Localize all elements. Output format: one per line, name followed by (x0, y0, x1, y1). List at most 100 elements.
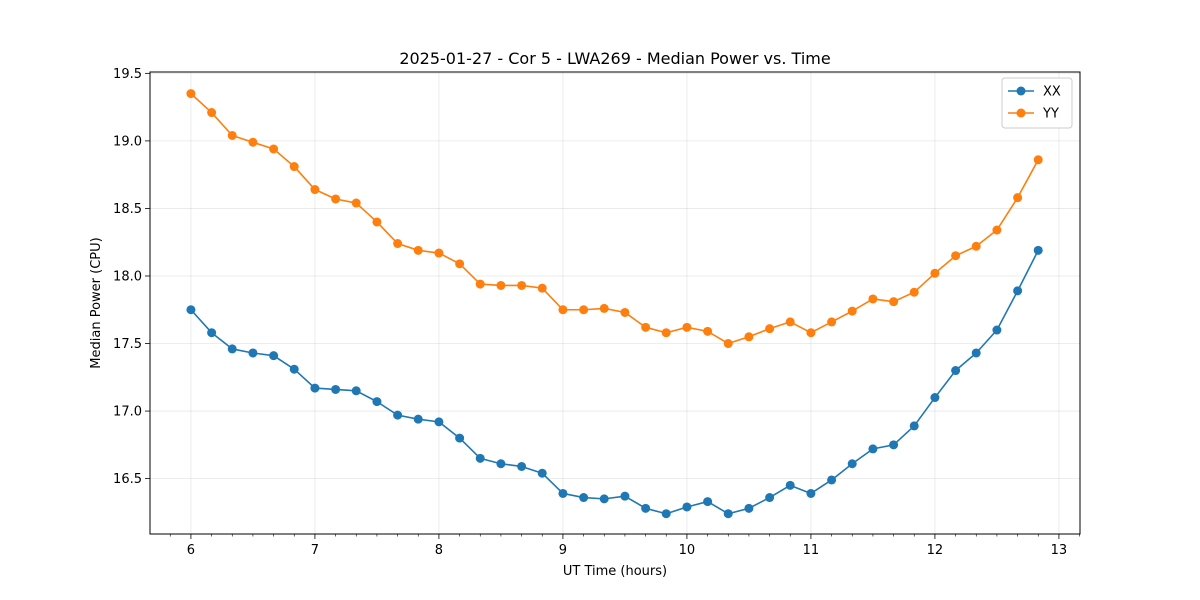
data-point-xx (682, 502, 692, 512)
data-point-yy (579, 305, 589, 315)
x-tick-label: 13 (1051, 543, 1068, 558)
data-point-xx (971, 348, 981, 358)
data-point-yy (889, 297, 899, 307)
data-point-yy (806, 328, 816, 338)
data-point-xx (930, 393, 940, 403)
x-tick-label: 10 (679, 543, 696, 558)
plot-series (186, 89, 1043, 519)
data-point-xx (868, 444, 878, 454)
legend: XX YY (1001, 77, 1073, 129)
x-axis-title: UT Time (hours) (563, 564, 667, 579)
data-point-yy (413, 245, 423, 255)
data-point-xx (889, 440, 899, 450)
data-point-yy (186, 89, 196, 99)
axis-ticks: 6 7 8 9 10 11 12 13 16.5 17.0 17.5 18.0 18.5 19.0 19.5 (113, 67, 1080, 558)
data-point-xx (827, 475, 837, 485)
data-point-xx (703, 497, 713, 507)
plot-frame (149, 71, 1081, 535)
data-point-xx (785, 480, 795, 490)
data-point-yy (496, 280, 506, 290)
data-point-xx (1033, 245, 1043, 255)
data-point-xx (331, 384, 341, 394)
data-point-xx (269, 351, 279, 361)
data-point-xx (641, 503, 651, 513)
data-point-xx (661, 509, 671, 519)
data-point-yy (372, 217, 382, 227)
data-point-xx (951, 366, 961, 376)
data-point-yy (641, 322, 651, 332)
data-point-yy (248, 137, 258, 147)
y-axis-title: Median Power (CPU) (89, 237, 104, 368)
data-point-xx (847, 459, 857, 469)
data-point-yy (951, 251, 961, 261)
series-yy (186, 89, 1043, 349)
series-xx (186, 245, 1043, 519)
data-point-yy (930, 268, 940, 278)
data-point-yy (1033, 155, 1043, 165)
legend-marker-yy (1016, 108, 1026, 118)
data-point-xx (537, 468, 547, 478)
data-point-yy (661, 328, 671, 338)
data-point-yy (1013, 193, 1023, 203)
data-point-yy (827, 317, 837, 327)
data-point-yy (703, 326, 713, 336)
data-point-yy (289, 162, 299, 172)
data-point-yy (455, 259, 465, 269)
legend-marker-xx (1016, 86, 1026, 96)
data-point-yy (847, 306, 857, 316)
data-point-yy (331, 194, 341, 204)
y-tick-label: 17.0 (113, 405, 142, 420)
x-tick-label: 7 (311, 543, 319, 558)
data-point-yy (682, 322, 692, 332)
data-point-xx (413, 414, 423, 424)
data-point-yy (393, 239, 403, 249)
data-point-xx (186, 305, 196, 315)
y-tick-label: 16.5 (113, 472, 142, 487)
data-point-yy (599, 303, 609, 313)
data-point-xx (1013, 286, 1023, 296)
x-tick-label: 11 (803, 543, 820, 558)
data-point-yy (517, 280, 527, 290)
data-point-xx (909, 421, 919, 431)
chart-title: 2025-01-27 - Cor 5 - LWA269 - Median Pow… (399, 49, 830, 68)
data-point-yy (558, 305, 568, 315)
data-point-yy (269, 144, 279, 154)
data-point-yy (434, 248, 444, 258)
data-point-yy (475, 279, 485, 289)
data-point-xx (599, 494, 609, 504)
data-point-yy (868, 294, 878, 304)
data-point-xx (558, 488, 568, 498)
data-point-xx (992, 325, 1002, 335)
data-point-yy (537, 283, 547, 293)
data-point-xx (455, 433, 465, 443)
data-point-xx (579, 493, 589, 503)
data-point-yy (992, 225, 1002, 235)
data-point-xx (475, 453, 485, 463)
data-point-yy (744, 332, 754, 342)
data-point-yy (207, 108, 217, 118)
x-tick-label: 9 (559, 543, 567, 558)
data-point-yy (351, 198, 361, 208)
data-point-xx (434, 417, 444, 427)
y-tick-label: 18.0 (113, 269, 142, 284)
data-point-yy (227, 130, 237, 140)
data-point-xx (207, 328, 217, 338)
y-tick-label: 19.0 (113, 134, 142, 149)
x-tick-label: 8 (435, 543, 443, 558)
x-tick-label: 6 (187, 543, 195, 558)
data-point-xx (765, 493, 775, 503)
y-tick-label: 17.5 (113, 337, 142, 352)
data-point-yy (785, 317, 795, 327)
data-point-yy (723, 339, 733, 349)
legend-label-yy: YY (1042, 107, 1059, 122)
data-point-yy (310, 185, 320, 195)
legend-box (1001, 77, 1073, 129)
data-point-xx (310, 383, 320, 393)
data-point-yy (620, 307, 630, 317)
data-point-xx (517, 461, 527, 471)
y-tick-label: 19.5 (113, 67, 142, 82)
data-point-xx (806, 488, 816, 498)
data-point-xx (248, 348, 258, 358)
data-point-yy (909, 287, 919, 297)
